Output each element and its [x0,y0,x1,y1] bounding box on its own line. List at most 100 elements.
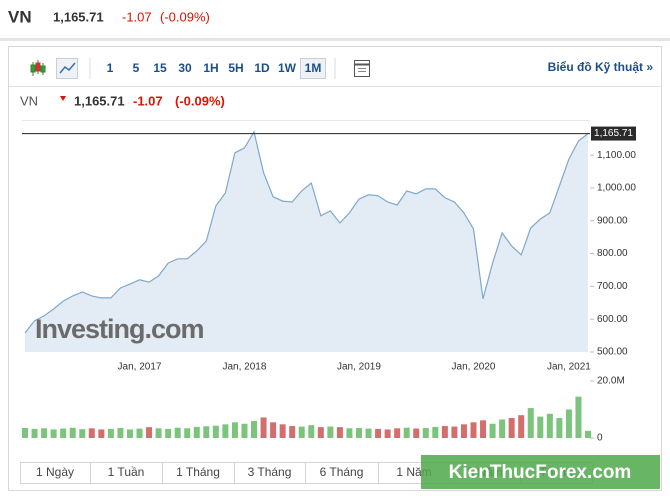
range-button[interactable]: 6 Tháng [320,465,364,479]
volume-bar [126,429,133,438]
y-tick-label: 1,000.00 [597,183,636,194]
volume-bar [403,427,410,438]
y-tick-label: 1,100.00 [597,150,636,161]
volume-bar [136,428,143,438]
volume-bar [155,428,162,438]
volume-bar [98,429,105,438]
x-tick-label: Jan, 2019 [337,362,381,373]
volume-bar [355,428,362,438]
change-pct: (-0.09%) [160,9,210,24]
volume-bar [308,425,315,438]
y-tick-label: 800.00 [597,248,628,259]
line-icon-glyph [59,62,76,74]
change: -1.07 [122,9,152,24]
range-button[interactable]: 1 Ngày [36,465,74,479]
range-button[interactable]: 1 Tuần [108,465,145,479]
plot: 500.00 600.00 700.00 800.00 900.00 1,000.00 1,… [22,126,636,444]
x-tick-label: Jan, 2020 [452,362,496,373]
last-price-label: 1,165.71 [594,128,633,139]
volume-bar [289,426,296,438]
volume-bar [251,420,258,438]
range-button[interactable]: 3 Tháng [248,465,292,479]
watermark: Investing.com [35,314,204,344]
volume-bar [193,426,200,438]
volume-bar [22,428,28,438]
interval-buttons: 1 5 15 30 1H 5H 1D 1W 1M [107,58,326,79]
candle-icon[interactable] [30,60,46,76]
volume-bar [146,427,153,438]
interval-button[interactable]: 1M [305,61,322,75]
volume-bar [413,428,420,438]
x-tick-label: Jan, 2021 [547,362,591,373]
interval-button[interactable]: 1W [278,61,297,75]
symbol: VN [20,93,38,108]
y-tick-label: 900.00 [597,215,628,226]
volume-bar [527,408,534,438]
volume-bar [508,418,515,438]
volume-bar [88,428,95,438]
volume-bar [556,418,563,438]
volume-bar [184,428,191,438]
interval-button[interactable]: 5H [228,61,243,75]
volume-bar [384,429,391,438]
volume-bar [537,416,544,438]
volume-bar [470,422,477,438]
volume-bar [451,426,458,438]
volume-bar [212,425,219,438]
interval-button[interactable]: 1D [254,61,270,75]
volume-bar [174,427,181,438]
interval-button[interactable]: 1 [107,61,114,75]
volume-bar [394,428,401,438]
badge-text: KienThucForex.com [449,462,632,483]
active-interval [300,58,326,79]
interval-button[interactable]: 1H [203,61,218,75]
price: 1,165.71 [74,93,125,108]
volume-bar [241,423,248,438]
volume-bar [518,415,525,438]
volume-bar [422,428,429,438]
change-pct: (-0.09%) [175,93,225,108]
volume-bar [432,426,439,438]
symbol: VN [8,7,32,26]
volume-bar [260,417,267,438]
volume-bar [165,428,172,438]
volume-bar [279,424,286,438]
separator [0,38,670,41]
y-tick-label: 700.00 [597,281,628,292]
range-button[interactable]: 1 Tháng [176,465,220,479]
interval-button[interactable]: 15 [153,61,167,75]
volume-bar [375,428,382,438]
last-price-box [591,126,636,141]
interval-button[interactable]: 30 [178,61,192,75]
x-tick-label: Jan, 2017 [118,362,162,373]
volume-bar [60,428,67,438]
volume-bar [298,426,305,438]
volume-bar [480,420,487,438]
area [25,131,588,352]
volume-bar [489,423,496,438]
volume-bar [50,429,57,438]
volume-bar [107,428,114,438]
volume-tick-label: 20.0M [597,376,625,387]
volume-bar [31,428,38,438]
volume-bar [499,419,506,438]
volume-bar [231,422,238,438]
tech-link[interactable]: Biểu đồ Kỹ thuật » [548,60,654,74]
volume-bar [222,424,229,438]
settings-icon[interactable] [354,60,370,77]
volume-bar [41,428,48,438]
y-tick-label: 600.00 [597,314,628,325]
volume-bar [79,429,86,438]
volume-bar [336,427,343,438]
volume-bar [546,413,553,438]
volume-bar [69,427,76,438]
price-line [24,130,589,334]
badge [421,455,660,489]
y-tick-label: 500.00 [597,347,628,358]
interval-button[interactable]: 5 [133,61,140,75]
volume-bar [565,409,572,438]
volume-bar [327,426,334,438]
change: -1.07 [133,93,163,108]
